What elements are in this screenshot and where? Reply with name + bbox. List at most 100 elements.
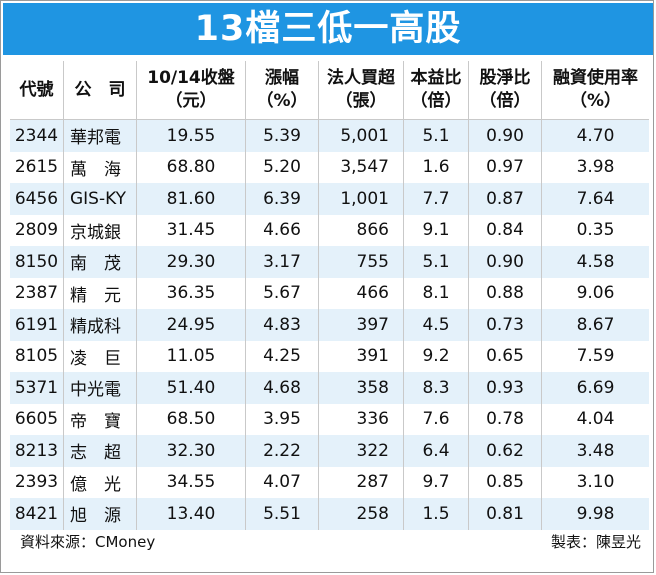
cell-pe: 1.6 [403,151,469,183]
cell-name: 志 超 [63,435,137,467]
page-title: 13檔三低一高股 [194,8,462,49]
table-row: 2615 萬 海 68.80 5.20 3,547 1.6 0.97 3.98 [10,151,649,183]
cell-change: 4.25 [245,340,319,372]
cell-margin: 3.48 [541,435,649,467]
header-name: 公 司 [63,61,137,120]
table-row: 8421 旭 源 13.40 5.51 258 1.5 0.81 9.98 [10,498,649,530]
cell-price: 68.50 [136,403,246,435]
header-pb: 股淨比 （倍） [468,61,542,120]
cell-pb: 0.84 [468,214,542,246]
cell-inst-buy: 336 [318,403,404,435]
header-price: 10/14收盤 （元） [136,61,246,120]
cell-code: 2809 [10,214,64,246]
cell-change: 4.66 [245,214,319,246]
cell-price: 81.60 [136,183,246,215]
cell-price: 13.40 [136,498,246,530]
cell-code: 2344 [10,119,64,152]
table-row: 8213 志 超 32.30 2.22 322 6.4 0.62 3.48 [10,435,649,467]
table-row: 2809 京城銀 31.45 4.66 866 9.1 0.84 0.35 [10,214,649,246]
cell-code: 8150 [10,246,64,278]
cell-margin: 9.06 [541,277,649,309]
cell-change: 5.67 [245,277,319,309]
header-code: 代號 [10,61,64,120]
title-bar: 13檔三低一高股 [3,3,653,55]
table-row: 2393 億 光 34.55 4.07 287 9.7 0.85 3.10 [10,466,649,498]
cell-margin: 4.58 [541,246,649,278]
table-row: 8150 南 茂 29.30 3.17 755 5.1 0.90 4.58 [10,246,649,278]
cell-inst-buy: 3,547 [318,151,404,183]
cell-name: 精成科 [63,309,137,341]
cell-change: 4.07 [245,466,319,498]
cell-inst-buy: 5,001 [318,119,404,152]
cell-pb: 0.90 [468,246,542,278]
cell-pb: 0.81 [468,498,542,530]
cell-change: 4.83 [245,309,319,341]
cell-margin: 0.35 [541,214,649,246]
cell-name: 精 元 [63,277,137,309]
cell-price: 34.55 [136,466,246,498]
cell-name: 中光電 [63,372,137,404]
cell-name: 萬 海 [63,151,137,183]
cell-change: 5.39 [245,119,319,152]
cell-price: 31.45 [136,214,246,246]
table-row: 8105 凌 巨 11.05 4.25 391 9.2 0.65 7.59 [10,340,649,372]
cell-inst-buy: 287 [318,466,404,498]
cell-price: 68.80 [136,151,246,183]
cell-inst-buy: 358 [318,372,404,404]
cell-name: 旭 源 [63,498,137,530]
cell-change: 5.51 [245,498,319,530]
cell-code: 8213 [10,435,64,467]
cell-inst-buy: 258 [318,498,404,530]
cell-pe: 7.6 [403,403,469,435]
cell-code: 6456 [10,183,64,215]
table-row: 2387 精 元 36.35 5.67 466 8.1 0.88 9.06 [10,277,649,309]
cell-pe: 9.1 [403,214,469,246]
table-row: 6191 精成科 24.95 4.83 397 4.5 0.73 8.67 [10,309,649,341]
cell-margin: 4.70 [541,119,649,152]
cell-name: 億 光 [63,466,137,498]
cell-pe: 5.1 [403,246,469,278]
cell-name: 南 茂 [63,246,137,278]
cell-pe: 7.7 [403,183,469,215]
cell-code: 2387 [10,277,64,309]
cell-change: 4.68 [245,372,319,404]
cell-margin: 6.69 [541,372,649,404]
cell-code: 2615 [10,151,64,183]
cell-pb: 0.65 [468,340,542,372]
cell-pb: 0.97 [468,151,542,183]
header-pe: 本益比 （倍） [403,61,469,120]
cell-margin: 3.10 [541,466,649,498]
cell-inst-buy: 391 [318,340,404,372]
cell-pb: 0.87 [468,183,542,215]
cell-pe: 5.1 [403,119,469,152]
cell-price: 32.30 [136,435,246,467]
cell-code: 5371 [10,372,64,404]
cell-margin: 9.98 [541,498,649,530]
cell-price: 24.95 [136,309,246,341]
cell-price: 29.30 [136,246,246,278]
source-note: 資料來源：CMoney [20,533,156,551]
header-margin: 融資使用率 （%） [541,61,649,120]
cell-inst-buy: 397 [318,309,404,341]
cell-pb: 0.62 [468,435,542,467]
cell-name: 華邦電 [63,119,137,152]
cell-code: 6191 [10,309,64,341]
cell-margin: 4.04 [541,403,649,435]
cell-pb: 0.88 [468,277,542,309]
cell-price: 19.55 [136,119,246,152]
cell-pe: 1.5 [403,498,469,530]
cell-inst-buy: 1,001 [318,183,404,215]
footer: 資料來源：CMoney 製表：陳昱光 [10,525,649,553]
cell-pe: 9.2 [403,340,469,372]
cell-inst-buy: 322 [318,435,404,467]
cell-margin: 3.98 [541,151,649,183]
cell-name: GIS-KY [63,183,137,215]
cell-change: 3.17 [245,246,319,278]
cell-code: 8105 [10,340,64,372]
stock-table: 代號 公 司 10/14收盤 （元） 漲幅 （%） 法人買超 （張） [10,61,649,530]
cell-pb: 0.78 [468,403,542,435]
cell-pb: 0.85 [468,466,542,498]
cell-code: 8421 [10,498,64,530]
table-row: 6605 帝 寶 68.50 3.95 336 7.6 0.78 4.04 [10,403,649,435]
